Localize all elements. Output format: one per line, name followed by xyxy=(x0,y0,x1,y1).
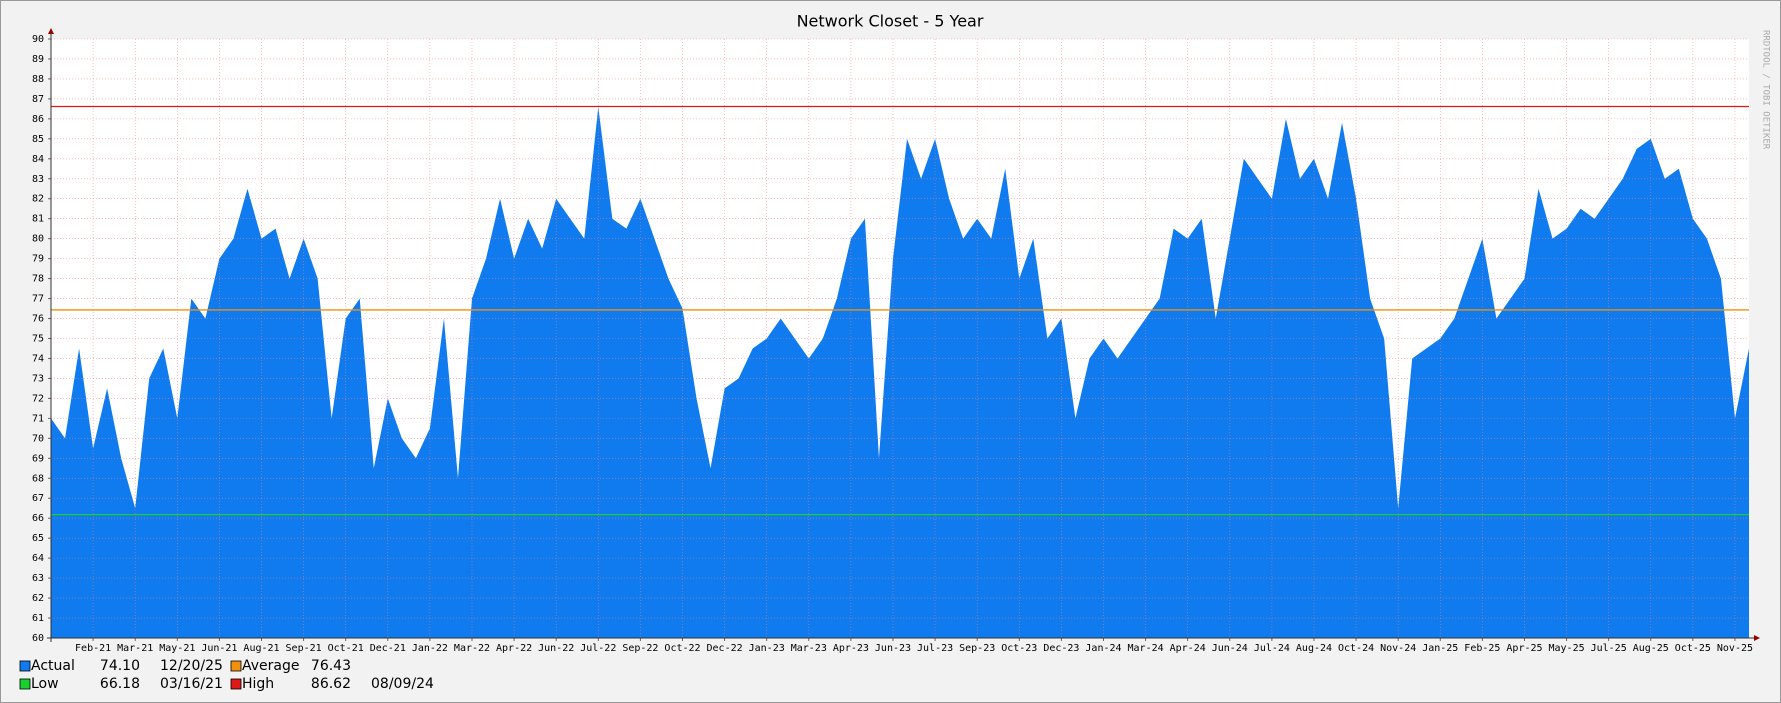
x-tick-label: Nov-25 xyxy=(1717,643,1753,654)
x-tick-label: Jul-25 xyxy=(1591,643,1627,654)
x-tick-label: Feb-25 xyxy=(1464,643,1500,654)
area xyxy=(51,106,1749,638)
x-tick-label: Aug-24 xyxy=(1296,643,1332,654)
x-tick-label: Dec-22 xyxy=(707,643,743,654)
x-tick-label: Jun-24 xyxy=(1212,643,1248,654)
x-tick-label: Apr-24 xyxy=(1170,643,1206,654)
x-tick-label: Aug-21 xyxy=(243,643,279,654)
y-tick-label: 68 xyxy=(32,473,44,484)
x-tick-label: Jan-25 xyxy=(1422,643,1458,654)
chart-title: Network Closet - 5 Year xyxy=(797,12,984,31)
y-tick-label: 83 xyxy=(32,174,44,185)
y-tick-label: 80 xyxy=(32,234,44,245)
legend-label: Low xyxy=(31,676,59,692)
y-tick-label: 70 xyxy=(32,433,44,444)
legend-label: Average xyxy=(242,658,300,674)
legend-value: 86.62 xyxy=(311,676,351,692)
axis-arrow xyxy=(1754,635,1760,641)
legend-value: 66.18 xyxy=(100,676,140,692)
y-tick-label: 71 xyxy=(32,413,44,424)
x-tick-label: Jun-23 xyxy=(875,643,911,654)
x-tick-label: Apr-22 xyxy=(496,643,532,654)
x-tick-label: Jun-21 xyxy=(201,643,237,654)
y-tick-label: 65 xyxy=(32,533,44,544)
legend-label: High xyxy=(242,676,274,692)
x-tick-label: Oct-24 xyxy=(1338,643,1374,654)
x-tick-label: Feb-21 xyxy=(75,643,111,654)
x-tick-label: Jul-24 xyxy=(1254,643,1290,654)
x-tick-label: May-21 xyxy=(159,643,195,654)
y-tick-label: 79 xyxy=(32,254,44,265)
legend-swatch xyxy=(230,678,242,690)
y-tick-label: 76 xyxy=(32,314,44,325)
x-tick-label: Oct-21 xyxy=(328,643,364,654)
y-tick-label: 74 xyxy=(32,353,44,364)
y-tick-label: 69 xyxy=(32,453,44,464)
y-tick-label: 77 xyxy=(32,294,44,305)
legend-value: 76.43 xyxy=(311,658,351,674)
x-tick-label: Mar-22 xyxy=(454,643,490,654)
x-tick-label: Mar-24 xyxy=(1128,643,1164,654)
y-tick-label: 88 xyxy=(32,74,44,85)
y-tick-label: 87 xyxy=(32,94,44,105)
x-tick-label: Dec-21 xyxy=(370,643,406,654)
legend-swatch xyxy=(19,678,31,690)
x-tick-label: Mar-23 xyxy=(791,643,827,654)
legend-date: 12/20/25 xyxy=(160,658,223,674)
x-tick-label: Oct-23 xyxy=(1001,643,1037,654)
y-tick-label: 67 xyxy=(32,493,44,504)
x-tick-label: Jul-23 xyxy=(917,643,953,654)
x-tick-label: Sep-22 xyxy=(622,643,658,654)
x-tick-label: Dec-23 xyxy=(1043,643,1079,654)
x-tick-label: Nov-24 xyxy=(1380,643,1416,654)
y-tick-label: 62 xyxy=(32,593,44,604)
legend-date: 08/09/24 xyxy=(371,676,434,692)
y-tick-label: 78 xyxy=(32,274,44,285)
y-tick-label: 85 xyxy=(32,134,44,145)
x-tick-label: Mar-21 xyxy=(117,643,153,654)
x-tick-label: Apr-25 xyxy=(1506,643,1542,654)
x-tick-label: May-25 xyxy=(1549,643,1585,654)
x-tick-label: Jun-22 xyxy=(538,643,574,654)
y-tick-label: 64 xyxy=(32,553,44,564)
legend-swatch xyxy=(230,660,242,672)
x-tick-label: Oct-22 xyxy=(664,643,700,654)
x-tick-label: Jan-23 xyxy=(749,643,785,654)
legend-label: Actual xyxy=(31,658,75,674)
y-tick-label: 86 xyxy=(32,114,44,125)
y-tick-label: 89 xyxy=(32,54,44,65)
x-tick-label: Jul-22 xyxy=(580,643,616,654)
x-tick-label: Jan-22 xyxy=(412,643,448,654)
y-tick-label: 66 xyxy=(32,513,44,524)
x-tick-label: Sep-21 xyxy=(286,643,322,654)
y-tick-label: 90 xyxy=(32,34,44,45)
y-tick-label: 82 xyxy=(32,194,44,205)
y-tick-label: 61 xyxy=(32,613,44,624)
legend-value: 74.10 xyxy=(100,658,140,674)
legend-date: 03/16/21 xyxy=(160,676,223,692)
y-tick-label: 63 xyxy=(32,573,44,584)
y-tick-label: 84 xyxy=(32,154,44,165)
x-tick-label: Oct-25 xyxy=(1675,643,1711,654)
watermark: RRDTOOL / TOBI OETIKER xyxy=(1761,30,1771,150)
y-tick-label: 73 xyxy=(32,373,44,384)
y-tick-label: 75 xyxy=(32,334,44,345)
x-tick-label: Aug-25 xyxy=(1633,643,1669,654)
y-tick-label: 72 xyxy=(32,393,44,404)
x-tick-label: Sep-23 xyxy=(959,643,995,654)
y-tick-label: 60 xyxy=(32,633,44,644)
y-tick-label: 81 xyxy=(32,214,44,225)
x-tick-label: Apr-23 xyxy=(833,643,869,654)
legend-swatch xyxy=(19,660,31,672)
axis-arrow xyxy=(48,28,54,34)
x-tick-label: Jan-24 xyxy=(1085,643,1121,654)
